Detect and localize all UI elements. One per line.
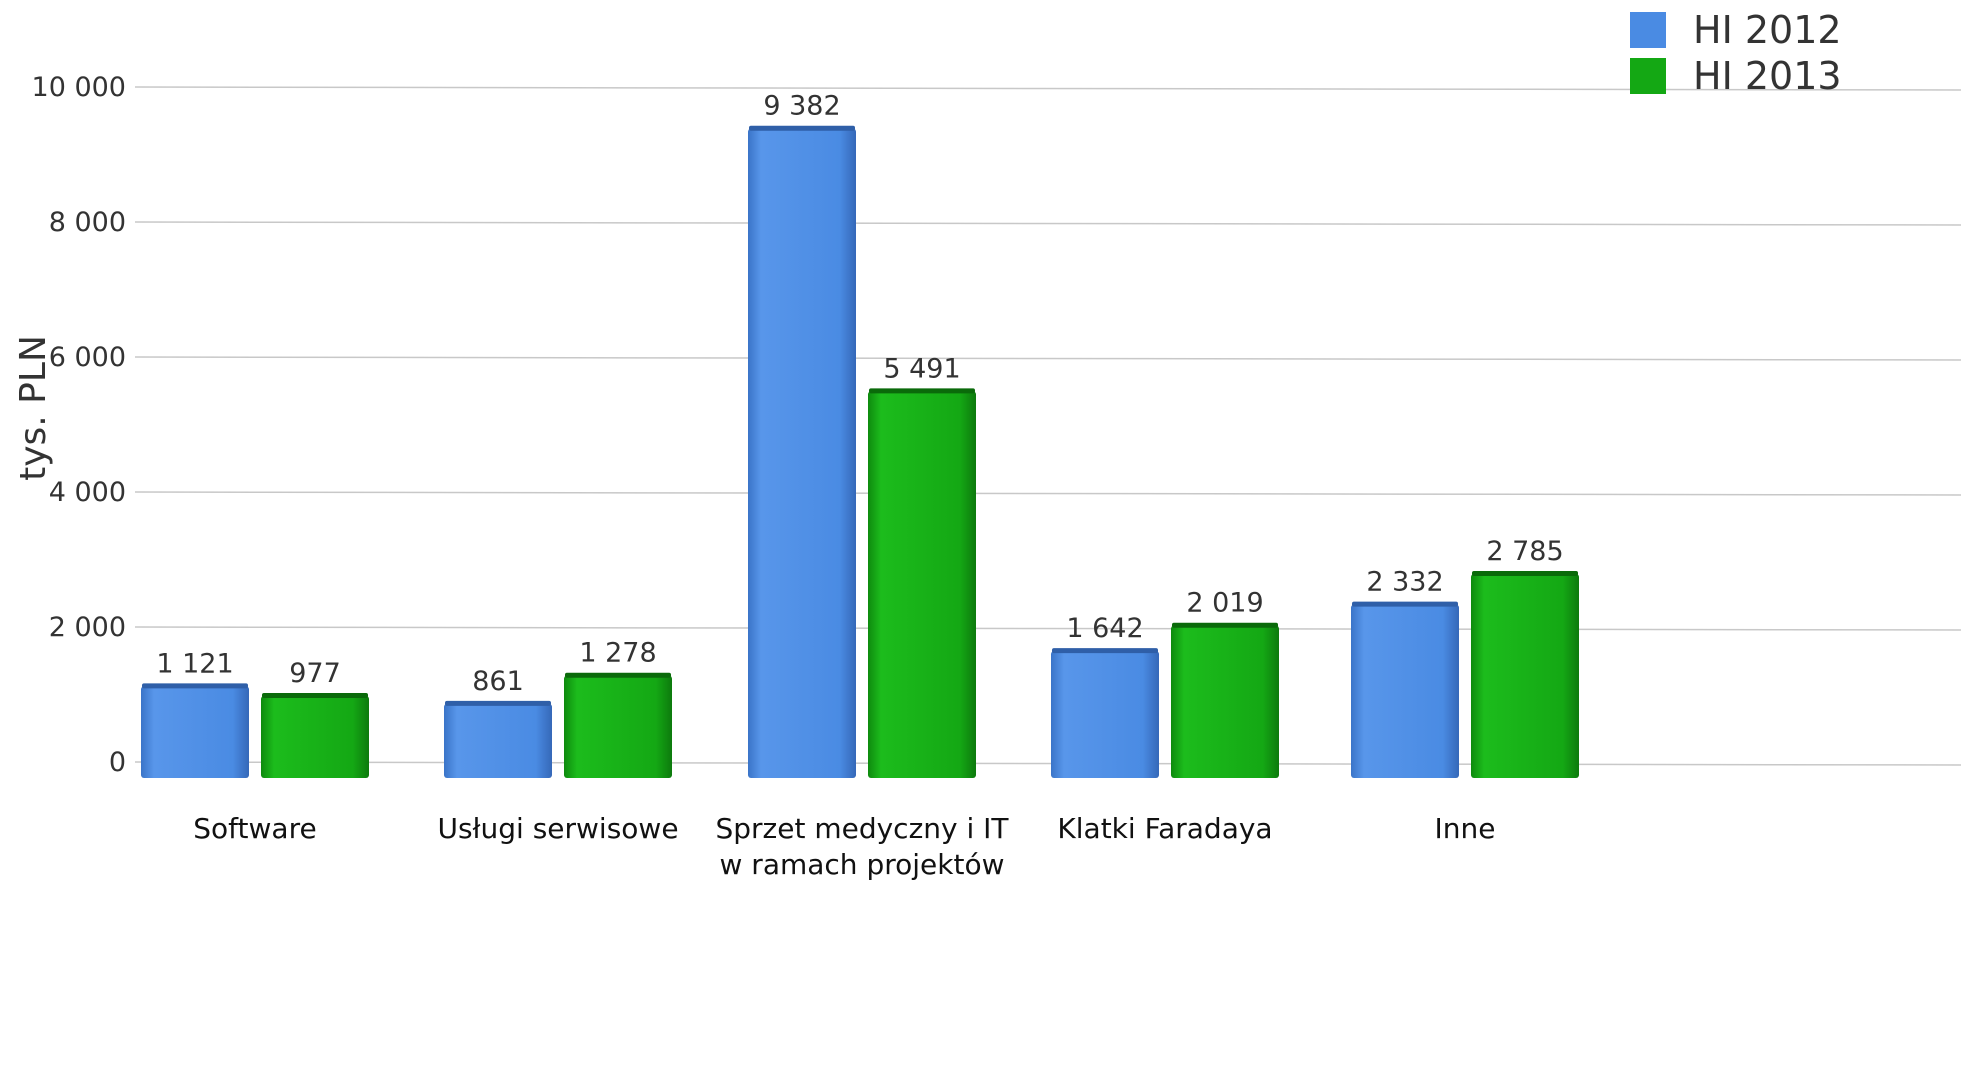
- category-label: Klatki Faradaya: [1057, 812, 1272, 845]
- value-labels-layer: 1 121 861 9 382 1 642 2 332 977 1 278 5 491 2 01…: [156, 91, 1563, 697]
- bar-top-edge: [1172, 622, 1278, 628]
- bar-body: [1351, 604, 1459, 778]
- bar: [1051, 648, 1159, 778]
- bar-body: [868, 391, 976, 778]
- bar-top-edge: [1472, 571, 1578, 577]
- gridline: [134, 86, 1961, 91]
- y-tick-label: 2 000: [49, 612, 126, 643]
- grid-layer: [134, 86, 1961, 766]
- gridline: [134, 626, 1961, 631]
- category-label: Software: [193, 812, 316, 845]
- y-tick-label: 8 000: [49, 207, 126, 238]
- bar: [564, 672, 672, 778]
- bar: [261, 693, 369, 778]
- bar: [748, 125, 856, 779]
- bar-body: [1171, 625, 1279, 778]
- bar-top-edge: [142, 683, 248, 689]
- value-label: 861: [472, 666, 524, 697]
- category-label: Usługi serwisowe: [437, 812, 678, 845]
- bar: [868, 388, 976, 778]
- value-label: 9 382: [763, 91, 840, 122]
- bar-body: [1051, 651, 1159, 778]
- x-axis-categories: Software Usługi serwisowe Sprzet medyczny …: [193, 812, 1495, 881]
- bar: [1471, 571, 1579, 778]
- bar-body: [444, 703, 552, 778]
- legend-swatch: [1630, 12, 1666, 48]
- bar-top-edge: [1052, 648, 1158, 654]
- bar-top-edge: [262, 693, 368, 699]
- gridline: [134, 761, 1961, 766]
- bar-top-edge: [1352, 601, 1458, 607]
- legend-label: HI 2013: [1693, 54, 1842, 98]
- bar: [444, 700, 552, 778]
- y-tick-label: 0: [109, 747, 126, 778]
- y-tick-label: 4 000: [49, 477, 126, 508]
- value-label: 2 785: [1486, 536, 1563, 567]
- bar: [1351, 601, 1459, 778]
- bar-top-edge: [869, 388, 975, 394]
- value-label: 5 491: [883, 353, 960, 384]
- bar-body: [1471, 574, 1579, 778]
- y-tick-label: 10 000: [32, 72, 126, 103]
- bar-body: [748, 128, 856, 779]
- value-label: 1 642: [1066, 613, 1143, 644]
- y-tick-label: 6 000: [49, 342, 126, 373]
- value-label: 1 121: [156, 648, 233, 679]
- gridline: [134, 356, 1961, 361]
- bar-top-edge: [749, 125, 855, 131]
- value-label: 1 278: [579, 638, 656, 669]
- legend-swatch: [1630, 58, 1666, 94]
- gridline: [134, 221, 1961, 226]
- legend-label: HI 2012: [1693, 8, 1842, 52]
- gridline: [134, 491, 1961, 496]
- value-label: 977: [289, 658, 341, 689]
- bar-top-edge: [565, 672, 671, 678]
- value-label: 2 019: [1186, 588, 1263, 619]
- bar-body: [261, 696, 369, 778]
- category-label: Inne: [1435, 812, 1496, 845]
- bars-layer: [141, 125, 1579, 779]
- bar: [141, 683, 249, 778]
- value-label: 2 332: [1366, 567, 1443, 598]
- category-label: Sprzet medyczny i IT w ramach projektów: [715, 812, 1009, 881]
- bar-body: [141, 686, 249, 778]
- y-axis-title: tys. PLN: [13, 335, 54, 481]
- bar-top-edge: [445, 700, 551, 706]
- y-axis-ticks: 0 2 000 4 000 6 000 8 000 10 000: [32, 72, 126, 778]
- bar: [1171, 622, 1279, 778]
- bar-body: [564, 675, 672, 778]
